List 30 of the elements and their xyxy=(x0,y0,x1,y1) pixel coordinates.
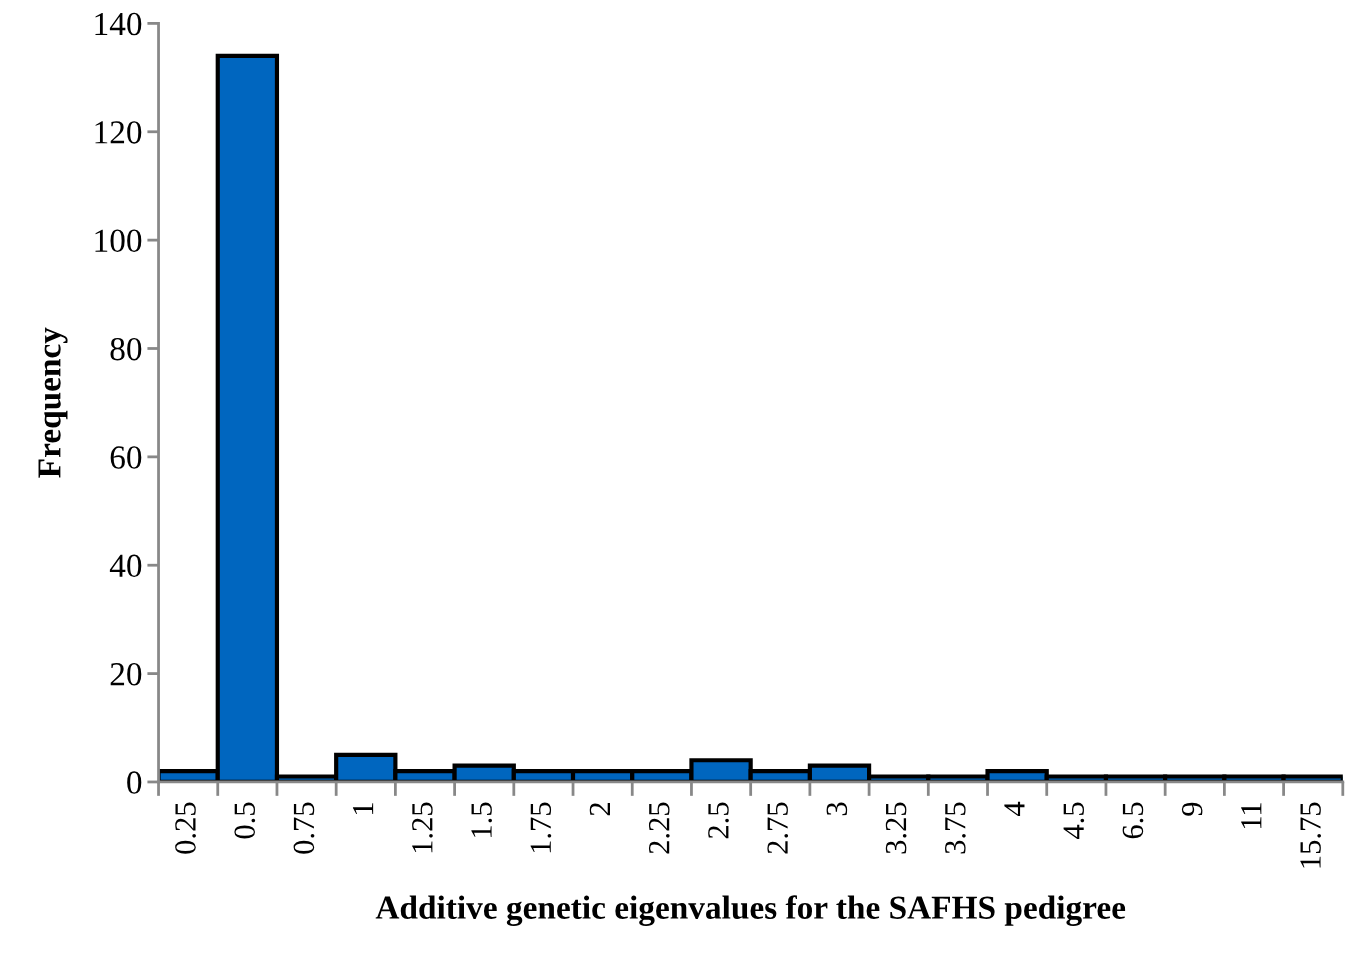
x-tick-label: 2 xyxy=(589,803,610,816)
x-tick-label: 0.5 xyxy=(234,802,256,839)
x-tick-label: 1.25 xyxy=(412,802,433,853)
x-tick-label: 3.75 xyxy=(945,802,966,854)
x-tick-label: 2.25 xyxy=(648,802,670,854)
y-tick-label: 120 xyxy=(95,121,142,144)
y-axis-title: Frequency xyxy=(38,327,68,478)
x-tick-label: 2.5 xyxy=(708,802,729,839)
y-tick-label: 100 xyxy=(95,229,142,253)
x-tick-label: 1.75 xyxy=(530,802,552,853)
x-tick-label: 0.25 xyxy=(175,802,196,854)
x-tick-label: 3.25 xyxy=(885,802,907,854)
y-tick-label: 0 xyxy=(127,771,142,794)
x-tick-label: 1 xyxy=(352,803,374,814)
x-tick-label: 0.75 xyxy=(293,802,315,854)
x-axis-title: Additive genetic eigenvalues for the SAFHS pedigree xyxy=(375,895,1126,926)
x-tick-label: 2.75 xyxy=(767,802,789,854)
x-tick-label: 4.5 xyxy=(1063,802,1085,839)
x-tick-label: 9 xyxy=(1181,802,1203,816)
x-tick-label: 1.5 xyxy=(471,802,492,837)
x-tick-label: 4 xyxy=(1004,801,1025,817)
y-tick-label: 80 xyxy=(110,337,142,361)
x-tick-label: 15.75 xyxy=(1300,802,1321,868)
x-tick-label: 3 xyxy=(826,802,848,816)
y-tick-label: 60 xyxy=(110,446,142,469)
y-tick-label: 140 xyxy=(95,12,142,36)
x-tick-label: 6.5 xyxy=(1122,802,1144,839)
y-tick-label: 40 xyxy=(109,554,142,578)
x-tick-label: 11 xyxy=(1241,803,1262,829)
y-tick-label: 20 xyxy=(110,662,142,686)
